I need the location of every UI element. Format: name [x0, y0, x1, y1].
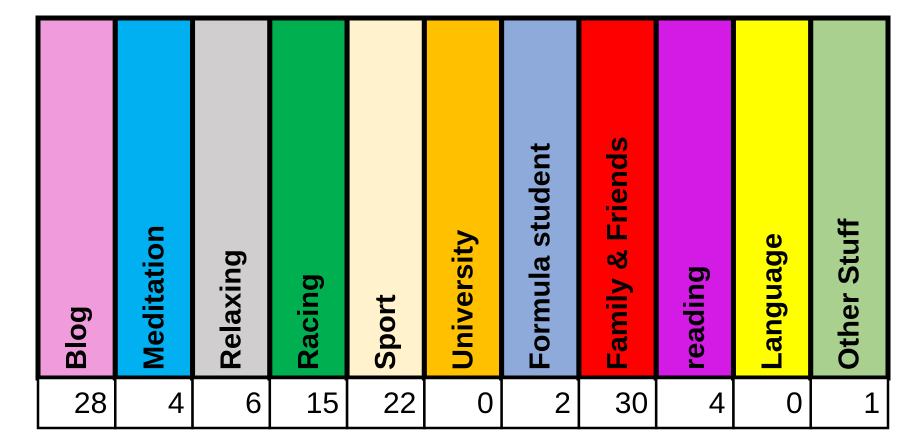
- column-label: Other Stuff: [834, 218, 866, 370]
- value-cell: [345, 376, 426, 430]
- column-label: Language: [756, 233, 788, 370]
- column-value: 4: [709, 387, 726, 420]
- column-value: 28: [74, 387, 107, 420]
- column-label: University: [447, 230, 479, 370]
- value-cell: [36, 376, 117, 430]
- column-value: 6: [245, 387, 262, 420]
- column-label: Sport: [370, 294, 402, 370]
- column-value: 15: [306, 387, 339, 420]
- column-label: Relaxing: [216, 249, 248, 370]
- value-cell: [423, 376, 503, 430]
- header-cell: [653, 15, 736, 381]
- column-value: 22: [383, 387, 416, 420]
- value-cell: [732, 376, 812, 430]
- column-value: 30: [615, 387, 648, 420]
- value-cell: [191, 376, 272, 430]
- column-label: Family & Friends: [602, 136, 634, 370]
- value-cell: [577, 376, 658, 430]
- column-value: 4: [168, 387, 185, 420]
- header-cell: [808, 15, 891, 381]
- column-value: 1: [863, 387, 880, 420]
- column-label: Meditation: [138, 225, 170, 370]
- value-cell: [268, 376, 349, 430]
- column-label: Blog: [61, 306, 93, 370]
- value-cell: [500, 376, 581, 430]
- column-label: Formula student: [525, 142, 557, 370]
- value-cell: [809, 376, 890, 430]
- column-label: reading: [679, 265, 711, 370]
- column-value: 0: [786, 387, 803, 420]
- column-label: Racing: [293, 273, 325, 370]
- column-value: 0: [477, 387, 494, 420]
- column-value: 2: [554, 387, 571, 420]
- header-cell: [730, 15, 814, 381]
